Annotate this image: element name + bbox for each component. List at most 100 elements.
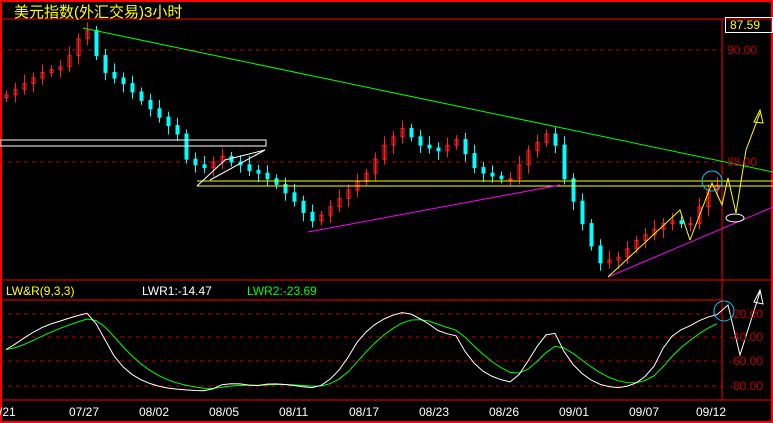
candle <box>436 147 441 152</box>
candle <box>274 178 279 185</box>
candle <box>364 172 369 183</box>
lwr2-line <box>5 318 718 389</box>
candle <box>49 69 54 73</box>
date-label: 09/12 <box>696 405 727 419</box>
candle <box>166 116 171 127</box>
forecast-arrow <box>689 112 761 241</box>
candle <box>202 164 207 169</box>
candle <box>94 29 99 57</box>
candle <box>499 175 504 180</box>
candle <box>58 66 63 71</box>
candle <box>76 38 81 57</box>
price-axis-label: 88.00 <box>727 155 758 169</box>
candle <box>616 256 621 261</box>
candle <box>382 144 387 160</box>
candle <box>643 234 648 241</box>
candle <box>688 223 693 226</box>
resistance-trendline <box>82 27 773 173</box>
indicator-axis-label: -20.00 <box>729 307 764 321</box>
arrow-head <box>753 288 764 305</box>
support-trendline <box>307 184 561 233</box>
candle <box>121 77 126 85</box>
candle <box>265 172 270 180</box>
lwr2-value: LWR2:-23.69 <box>247 284 317 298</box>
candle <box>85 29 90 40</box>
candle <box>526 150 531 166</box>
candle <box>346 189 351 199</box>
candle <box>40 71 45 79</box>
candle <box>400 127 405 138</box>
candle <box>634 239 639 250</box>
candle <box>391 136 396 146</box>
candle <box>301 200 306 213</box>
date-label: 08/26 <box>489 405 520 419</box>
candle <box>292 192 297 202</box>
support-trendline <box>607 206 773 278</box>
candle <box>535 141 540 152</box>
candle <box>148 99 153 110</box>
lwr1-line <box>5 291 761 392</box>
candle <box>697 206 702 225</box>
date-label: 09/07 <box>629 405 660 419</box>
candle <box>409 127 414 138</box>
candle <box>112 71 117 79</box>
channel-lines <box>607 209 691 278</box>
candle <box>328 206 333 216</box>
candle <box>679 220 684 225</box>
candle <box>13 88 18 96</box>
highlight-circle <box>713 300 735 322</box>
date-label: 08/17 <box>349 405 380 419</box>
candle <box>427 144 432 149</box>
candle <box>607 259 612 264</box>
candle <box>589 223 594 247</box>
candle <box>472 153 477 169</box>
candle <box>184 133 189 160</box>
candle <box>562 144 567 180</box>
candle <box>103 55 108 73</box>
candle <box>229 155 234 163</box>
candle <box>373 158 378 174</box>
candle <box>418 136 423 146</box>
candle <box>256 169 261 174</box>
candle <box>157 108 162 118</box>
date-label: 07/27 <box>69 405 100 419</box>
price-axis-label: 90.00 <box>727 43 758 57</box>
candle <box>247 164 252 171</box>
chart-title: 美元指数(外汇交易)3小时 <box>14 4 183 21</box>
candle <box>139 91 144 101</box>
candle <box>625 248 630 258</box>
candle <box>517 164 522 180</box>
date-label: 08/02 <box>139 405 170 419</box>
candle <box>283 183 288 194</box>
indicator-axis-label: -80.00 <box>729 379 764 393</box>
lwr1-value: LWR1:-14.47 <box>142 284 212 298</box>
candle <box>598 245 603 264</box>
candle <box>454 139 459 146</box>
candle <box>319 214 324 222</box>
date-label: 08/11 <box>279 405 309 419</box>
arrow-head <box>753 108 764 124</box>
candle <box>67 55 72 68</box>
candle <box>211 161 216 169</box>
candle <box>490 172 495 177</box>
resistance-box <box>0 139 267 147</box>
candle <box>310 211 315 222</box>
candle <box>445 144 450 152</box>
candle <box>670 220 675 225</box>
candle <box>553 133 558 146</box>
candle <box>481 167 486 174</box>
highlight-circle <box>701 170 723 192</box>
candle <box>337 197 342 208</box>
candle <box>175 125 180 135</box>
date-label: 08/05 <box>209 405 240 419</box>
candle <box>4 94 9 99</box>
channel-lines <box>196 149 266 187</box>
candle <box>193 158 198 166</box>
candle <box>544 133 549 143</box>
last-price-label: 87.59 <box>725 17 773 33</box>
indicator-name: LW&R(9,3,3) <box>6 284 75 298</box>
candle <box>571 178 576 202</box>
candle <box>508 178 513 181</box>
